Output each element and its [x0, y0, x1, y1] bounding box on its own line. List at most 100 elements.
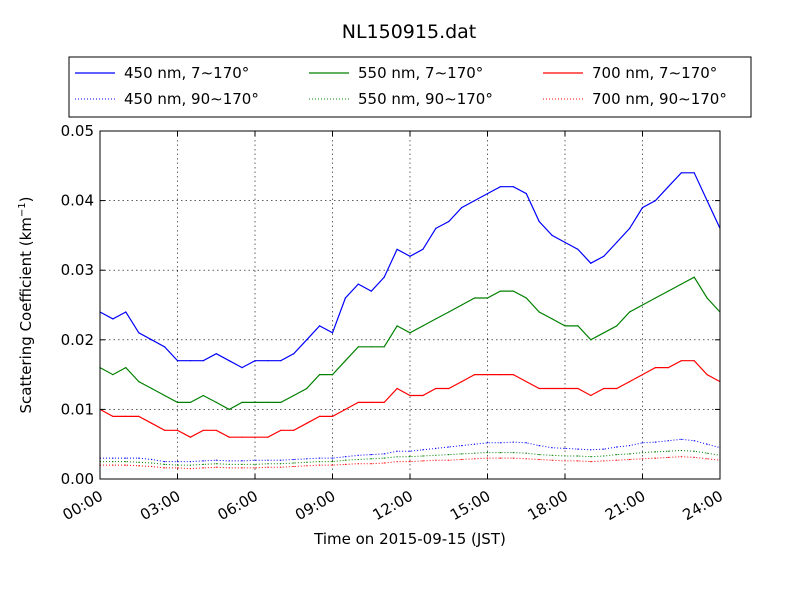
series-point-3	[654, 441, 657, 443]
series-point-3	[474, 443, 476, 445]
series-point-1	[202, 394, 204, 397]
series-point-2	[396, 387, 398, 390]
series-point-1	[461, 304, 463, 306]
series-point-5	[512, 457, 514, 459]
series-point-4	[525, 452, 527, 454]
series-point-1	[551, 318, 553, 320]
y-tick-label: 0.05	[61, 122, 94, 140]
series-point-5	[538, 458, 540, 461]
series-point-3	[164, 461, 166, 463]
plot-lines	[99, 172, 721, 470]
series-point-0	[512, 186, 514, 188]
series-point-5	[693, 456, 695, 458]
series-point-0	[680, 172, 682, 174]
series-point-5	[603, 460, 605, 462]
series-point-3	[564, 447, 566, 449]
series-point-3	[344, 456, 346, 458]
y-axis-label-close: )	[17, 196, 35, 202]
series-point-3	[215, 459, 217, 461]
series-point-4	[383, 457, 385, 459]
series-point-0	[228, 360, 230, 362]
series-point-2	[616, 387, 618, 390]
series-point-5	[474, 458, 476, 460]
series-point-0	[306, 339, 308, 341]
series-point-3	[603, 448, 605, 450]
series-point-2	[603, 387, 605, 390]
x-tick-label: 18:00	[525, 487, 571, 524]
series-point-4	[306, 461, 308, 463]
series-point-4	[370, 458, 372, 460]
series-point-2	[448, 387, 450, 390]
series-point-2	[344, 408, 346, 410]
series-point-0	[603, 255, 605, 257]
series-point-0	[616, 241, 618, 243]
series-point-3	[525, 442, 527, 444]
series-point-3	[461, 445, 463, 447]
series-point-3	[319, 457, 321, 459]
series-point-0	[538, 220, 540, 223]
series-point-1	[383, 346, 385, 348]
legend-label: 450 nm, 7∼170°	[124, 64, 249, 82]
series-point-4	[344, 459, 346, 461]
legend-label: 450 nm, 90∼170°	[124, 90, 259, 108]
series-point-5	[486, 457, 489, 459]
series-point-4	[202, 463, 204, 465]
series-point-1	[344, 360, 346, 362]
series-point-4	[512, 452, 514, 454]
series-point-0	[164, 346, 166, 348]
series-point-0	[499, 186, 501, 188]
series-point-5	[551, 459, 553, 461]
series-point-1	[151, 387, 153, 390]
series-point-0	[641, 207, 644, 209]
series-point-1	[693, 276, 695, 278]
plot-area	[100, 131, 720, 479]
series-point-0	[693, 172, 695, 174]
legend-label: 550 nm, 7∼170°	[358, 64, 483, 82]
series-point-3	[409, 450, 411, 452]
legend-label: 700 nm, 90∼170°	[592, 90, 727, 108]
series-point-1	[138, 381, 140, 383]
series-point-2	[357, 401, 359, 403]
series-point-2	[641, 374, 644, 376]
series-point-3	[228, 460, 230, 462]
series-point-2	[538, 387, 540, 390]
series-point-5	[306, 465, 308, 467]
series-point-1	[680, 283, 682, 285]
series-point-5	[202, 467, 204, 469]
series-point-4	[551, 454, 553, 456]
series-point-3	[370, 454, 372, 456]
series-point-4	[616, 454, 618, 456]
series-point-0	[189, 360, 191, 362]
series-point-3	[680, 438, 682, 440]
series-point-1	[319, 374, 321, 376]
series-point-2	[319, 415, 321, 417]
series-point-0	[280, 360, 282, 362]
series-point-1	[293, 394, 295, 397]
series-point-3	[306, 458, 308, 460]
series-point-5	[590, 461, 592, 463]
series-point-1	[654, 297, 657, 299]
series-point-2	[125, 415, 127, 417]
series-point-5	[331, 464, 334, 466]
x-tick-label: 03:00	[137, 487, 183, 524]
series-point-4	[486, 452, 489, 454]
series-point-2	[138, 415, 140, 417]
series-point-0	[138, 332, 140, 334]
x-tick-label: 15:00	[447, 487, 493, 524]
series-point-4	[474, 452, 476, 454]
series-point-5	[577, 460, 579, 462]
series-point-0	[370, 290, 372, 292]
series-point-3	[357, 454, 359, 456]
series-point-1	[435, 318, 437, 320]
series-point-1	[189, 401, 191, 403]
series-point-2	[293, 429, 295, 431]
series-point-2	[461, 381, 463, 383]
series-point-4	[409, 456, 411, 458]
series-point-5	[254, 467, 256, 469]
series-point-3	[176, 461, 179, 463]
series-point-0	[357, 283, 359, 285]
series-point-5	[667, 456, 669, 458]
legend-label: 550 nm, 90∼170°	[358, 90, 493, 108]
series-point-2	[112, 415, 114, 417]
series-point-0	[577, 248, 579, 250]
